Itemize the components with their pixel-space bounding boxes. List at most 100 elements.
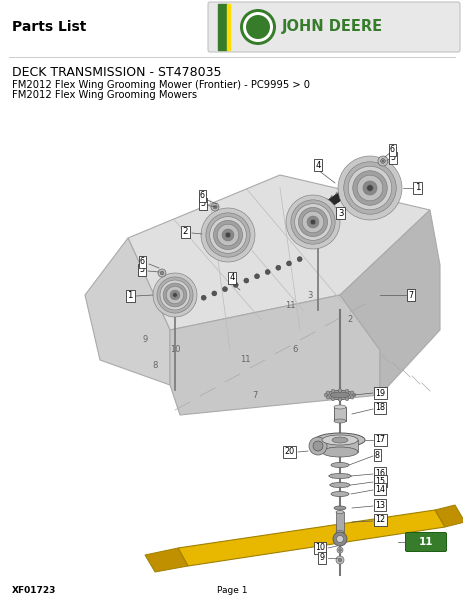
Circle shape: [254, 274, 259, 279]
Circle shape: [200, 208, 255, 262]
Circle shape: [166, 286, 183, 304]
Circle shape: [211, 203, 219, 211]
Circle shape: [275, 265, 280, 270]
Circle shape: [217, 224, 238, 246]
Circle shape: [308, 437, 326, 455]
Circle shape: [357, 175, 382, 201]
Ellipse shape: [329, 392, 349, 398]
Circle shape: [213, 220, 242, 250]
Text: 18: 18: [374, 403, 384, 413]
Text: 19: 19: [374, 389, 384, 397]
Text: 17: 17: [374, 436, 384, 445]
Circle shape: [209, 217, 246, 253]
Circle shape: [243, 12, 272, 42]
Text: 5: 5: [200, 199, 205, 208]
Bar: [218, 4, 226, 50]
Circle shape: [286, 261, 291, 266]
Circle shape: [172, 293, 177, 297]
Polygon shape: [178, 510, 444, 566]
Text: 3: 3: [307, 290, 312, 299]
Ellipse shape: [321, 435, 357, 445]
Text: 20: 20: [284, 448, 294, 457]
Ellipse shape: [335, 530, 343, 533]
Circle shape: [324, 393, 327, 397]
Polygon shape: [128, 175, 429, 330]
Circle shape: [313, 441, 322, 451]
Circle shape: [233, 283, 238, 287]
Text: Page 1: Page 1: [216, 586, 247, 595]
Text: 15: 15: [374, 476, 384, 485]
Circle shape: [301, 211, 323, 233]
Circle shape: [244, 278, 248, 283]
Text: 6: 6: [140, 257, 144, 266]
Polygon shape: [434, 505, 463, 527]
Text: 5: 5: [389, 154, 394, 163]
Ellipse shape: [332, 437, 347, 443]
Text: FM2012 Flex Wing Grooming Mower (Frontier) - PC9995 > 0: FM2012 Flex Wing Grooming Mower (Frontie…: [12, 80, 309, 90]
Ellipse shape: [329, 482, 349, 487]
Text: 14: 14: [374, 485, 384, 493]
Circle shape: [206, 213, 250, 257]
Text: FM2012 Flex Wing Grooming Mowers: FM2012 Flex Wing Grooming Mowers: [12, 90, 197, 100]
Circle shape: [222, 229, 233, 241]
Text: 6: 6: [389, 145, 394, 154]
Circle shape: [310, 219, 315, 224]
Circle shape: [285, 195, 339, 249]
Polygon shape: [339, 210, 439, 395]
Circle shape: [352, 171, 387, 205]
Bar: [321, 440, 357, 452]
Ellipse shape: [335, 511, 343, 514]
Text: 10: 10: [314, 544, 324, 553]
Circle shape: [362, 181, 376, 195]
Circle shape: [158, 269, 166, 277]
Circle shape: [239, 9, 275, 45]
Polygon shape: [85, 238, 169, 385]
Circle shape: [338, 558, 341, 562]
Text: 8: 8: [152, 361, 157, 370]
Circle shape: [160, 271, 163, 275]
Circle shape: [264, 269, 269, 275]
Text: 7: 7: [407, 290, 412, 299]
Ellipse shape: [328, 473, 350, 479]
Text: DECK TRANSMISSION - ST478035: DECK TRANSMISSION - ST478035: [12, 66, 221, 79]
Circle shape: [222, 287, 227, 292]
FancyBboxPatch shape: [207, 2, 459, 52]
Text: 1: 1: [414, 184, 419, 193]
Ellipse shape: [333, 405, 345, 409]
Text: 4: 4: [229, 274, 234, 283]
Circle shape: [201, 295, 206, 300]
Ellipse shape: [321, 447, 357, 457]
Text: 4: 4: [314, 160, 320, 169]
Circle shape: [380, 159, 384, 163]
Circle shape: [380, 159, 384, 163]
Circle shape: [163, 283, 187, 307]
Text: 5: 5: [139, 265, 144, 275]
Circle shape: [245, 15, 269, 39]
Circle shape: [298, 208, 327, 236]
Circle shape: [381, 160, 383, 162]
Text: XF01723: XF01723: [12, 586, 56, 595]
Circle shape: [225, 232, 230, 238]
Text: 9: 9: [319, 553, 324, 563]
Circle shape: [336, 547, 342, 553]
Circle shape: [337, 156, 401, 220]
Circle shape: [160, 280, 189, 310]
Polygon shape: [169, 295, 379, 415]
Text: 8: 8: [374, 451, 379, 460]
Circle shape: [170, 290, 180, 300]
Circle shape: [331, 397, 334, 401]
FancyBboxPatch shape: [405, 533, 445, 551]
Circle shape: [190, 299, 195, 304]
Circle shape: [336, 535, 343, 542]
Bar: [335, 512, 343, 532]
Circle shape: [213, 205, 216, 209]
Text: 12: 12: [374, 515, 384, 524]
Circle shape: [338, 389, 341, 392]
Circle shape: [338, 398, 341, 401]
Text: 6: 6: [200, 191, 205, 200]
Circle shape: [153, 273, 197, 317]
Text: 1: 1: [127, 292, 133, 301]
Text: 2: 2: [182, 227, 188, 236]
Circle shape: [213, 205, 216, 209]
Circle shape: [296, 257, 301, 262]
